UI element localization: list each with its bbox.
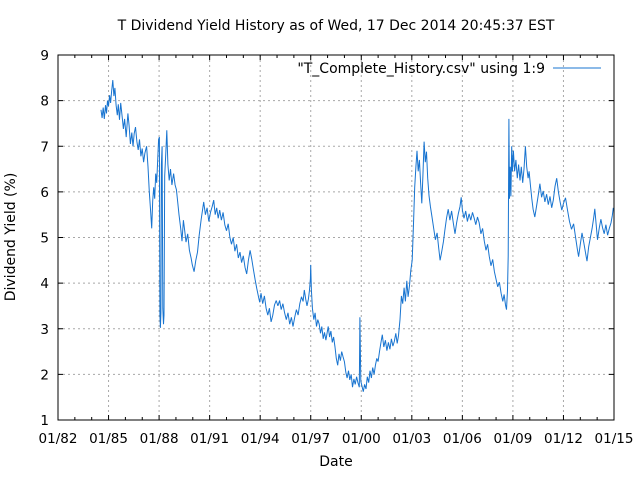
y-tick-label: 3	[40, 322, 49, 338]
y-tick-label: 1	[40, 413, 49, 429]
chart-title: T Dividend Yield History as of Wed, 17 D…	[117, 18, 555, 34]
x-tick-label: 01/97	[291, 431, 330, 447]
x-axis-label: Date	[319, 454, 352, 470]
legend-label: "T_Complete_History.csv" using 1:9	[297, 61, 545, 77]
legend: "T_Complete_History.csv" using 1:9	[297, 61, 601, 77]
y-tick-label: 6	[40, 185, 49, 201]
x-tick-labels: 01/82 01/85 01/88 01/91 01/94 01/97 01/00 01/03…	[39, 431, 634, 447]
x-tick-label: 01/82	[39, 431, 78, 447]
x-tick-label: 01/00	[342, 431, 381, 447]
y-tick-label: 4	[40, 276, 49, 292]
x-tick-label: 01/15	[595, 431, 634, 447]
x-tick-label: 01/94	[241, 431, 280, 447]
y-tick-label: 7	[40, 139, 49, 155]
plot-border	[57, 54, 615, 421]
y-tick-labels: 1 2 3 4 5 6 7 8 9	[40, 48, 49, 429]
grid-lines	[58, 55, 614, 420]
y-tick-label: 9	[40, 48, 49, 64]
x-tick-label: 01/88	[140, 431, 179, 447]
data-line-dividend-yield	[100, 80, 614, 392]
x-tick-label: 01/85	[89, 431, 128, 447]
x-tick-label: 01/06	[443, 431, 482, 447]
x-tick-label: 01/09	[493, 431, 532, 447]
y-tick-label: 5	[40, 231, 49, 247]
x-tick-label: 01/12	[544, 431, 583, 447]
y-axis-label: Dividend Yield (%)	[3, 173, 19, 302]
y-tick-label: 2	[40, 367, 49, 383]
y-tick-label: 8	[40, 94, 49, 110]
x-tick-label: 01/91	[190, 431, 229, 447]
x-tick-label: 01/03	[392, 431, 431, 447]
